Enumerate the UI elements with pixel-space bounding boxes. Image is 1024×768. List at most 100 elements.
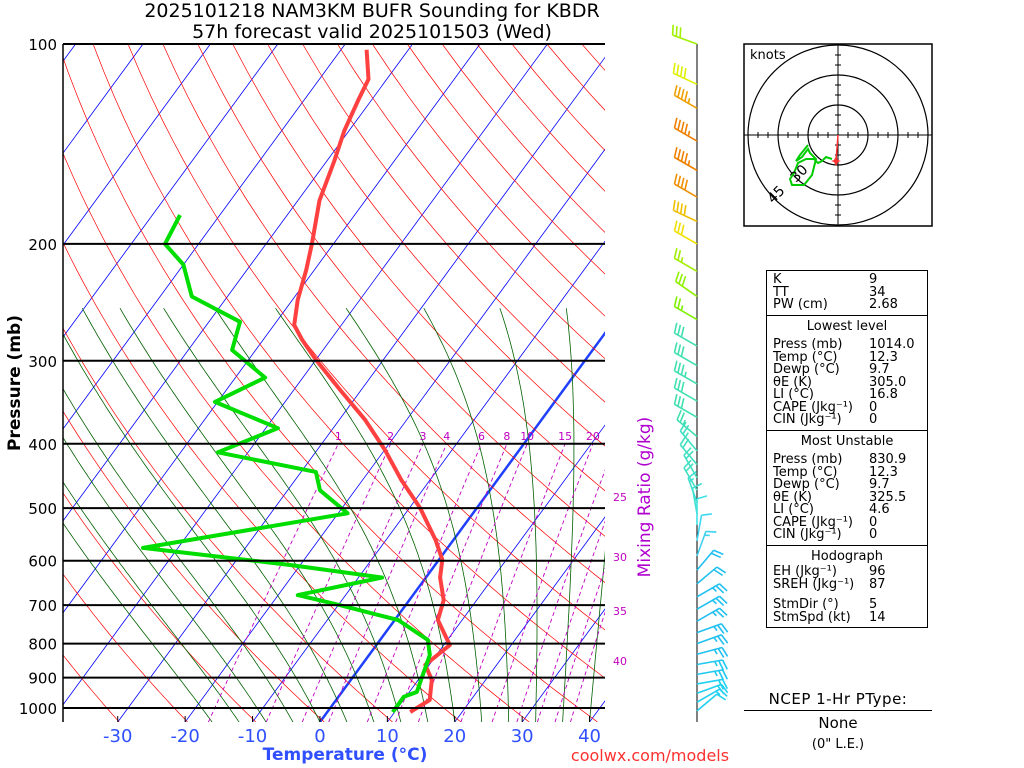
wind-barb-full [679, 66, 683, 77]
wind-barb-staff [674, 332, 698, 347]
wind-barb-full [678, 273, 684, 285]
wind-barb-full [673, 394, 678, 405]
mixing-ratio-line [536, 520, 605, 722]
dry-adiabat-line [197, 44, 605, 537]
wind-barb-full [680, 381, 685, 393]
watermark: coolwx.com/models [571, 746, 729, 765]
wind-barb-half [687, 160, 691, 166]
wind-barb-staff [674, 305, 698, 321]
pressure-tick-label: 500 [28, 500, 57, 518]
hodograph-heading: Hodograph [811, 548, 883, 564]
wind-barb [696, 566, 727, 585]
index-row: θE (K) 325.5 [773, 491, 927, 505]
mixing-ratio-axis-label: Mixing Ratio (g/kg) [635, 417, 655, 578]
wind-barb-half [714, 661, 718, 667]
isotherm-line [386, 424, 605, 722]
temperature-tick-label: 40 [578, 726, 601, 747]
index-value: 9.7 [869, 477, 890, 492]
moist-adiabat-line [345, 307, 483, 722]
wind-barb [673, 85, 698, 110]
mixing-ratio-label: 3 [420, 430, 427, 443]
pressure-tick-label: 700 [28, 597, 57, 615]
wind-barb-full [713, 549, 724, 556]
index-label: CAPE (Jkg⁻¹) [773, 399, 853, 415]
wind-barb [673, 377, 698, 402]
wind-barb-full [713, 568, 724, 577]
index-label: LI (°C) [773, 387, 814, 402]
index-row: Press (mb) 1014.0 [773, 338, 927, 352]
wind-barb [696, 513, 712, 541]
hodograph-trace [788, 144, 833, 186]
index-row: CIN (Jkg⁻¹) 0 [773, 412, 927, 427]
index-label: LI (°C) [773, 502, 814, 517]
wind-barb-full [718, 688, 728, 697]
temperature-tick-label: 30 [511, 726, 534, 747]
hodograph-plot [744, 44, 932, 226]
index-label: StmDir (°) [773, 597, 839, 612]
index-label: Temp (°C) [773, 349, 838, 365]
index-value: 16.8 [869, 387, 898, 402]
temperature-profile-line [292, 49, 452, 714]
wind-barb-full [680, 398, 685, 409]
index-label: θE (K) [773, 374, 812, 390]
wind-barb-full [673, 248, 678, 259]
index-value: 5 [869, 597, 878, 612]
wind-barb-full [721, 659, 729, 670]
wind-barb-full [671, 24, 674, 36]
wind-barb-full [677, 344, 682, 355]
wind-barb-staff [696, 669, 723, 676]
mixing-ratio-label: 20 [586, 430, 600, 443]
wind-barb [696, 646, 729, 658]
moist-adiabat-line [275, 307, 456, 722]
wind-barb [696, 622, 729, 634]
index-label: CIN (Jkg⁻¹) [773, 412, 842, 427]
wind-barb-full [673, 117, 678, 129]
temperature-tick-label: -10 [238, 726, 267, 747]
wind-barb-half [713, 625, 718, 632]
dry-adiabat-line [63, 410, 325, 722]
wind-barb [673, 394, 698, 419]
dry-adiabat-line [302, 44, 605, 403]
wind-barb-full [721, 679, 729, 690]
index-row: EH (Jkg⁻¹) 96 [773, 565, 927, 579]
wind-barb-staff [696, 515, 703, 541]
isotherm-line [63, 44, 548, 706]
wind-barb [696, 607, 728, 622]
index-value: 0 [869, 412, 878, 427]
wind-barb-full [683, 459, 692, 469]
index-value: 14 [869, 609, 886, 625]
index-label: PW (cm) [773, 297, 828, 312]
dry-adiabat-line [63, 241, 462, 722]
wind-barb-staff [696, 678, 723, 685]
wind-barb [672, 62, 698, 86]
wind-barb-full [677, 119, 682, 131]
wind-barb-staff [672, 34, 698, 45]
wind-barb-full [680, 177, 685, 189]
mixing-ratio-line [491, 443, 594, 722]
wind-barb-staff [696, 566, 718, 585]
wind-barb-half [715, 690, 721, 696]
wind-barb-full [677, 362, 682, 374]
pressure-tick-label: 200 [28, 236, 57, 254]
wind-barb-full [677, 149, 682, 160]
wind-barb-full [683, 205, 687, 216]
mixing-ratio-line [366, 443, 482, 722]
mixing-ratio-label: 40 [613, 655, 627, 668]
lowest-level-heading: Lowest level [806, 318, 888, 334]
index-value: 830.9 [869, 452, 907, 467]
mixing-ratio-label: 15 [558, 430, 572, 443]
index-value: 0 [869, 399, 878, 415]
index-row: CAPE (Jkg⁻¹) 0 [773, 514, 927, 530]
wind-barb [673, 360, 698, 385]
index-row: LI (°C) 4.6 [773, 502, 927, 517]
wind-barb-staff [696, 659, 723, 666]
dry-adiabat-line [337, 44, 605, 360]
wind-barb-full [720, 623, 729, 633]
index-label: CAPE (Jkg⁻¹) [773, 514, 853, 530]
mixing-ratio-label: 6 [478, 430, 485, 443]
wind-barb-staff [696, 531, 707, 557]
wind-barb-full [679, 412, 686, 423]
chart-title-line2: 57h forecast valid 2025101503 (Wed) [192, 21, 552, 43]
